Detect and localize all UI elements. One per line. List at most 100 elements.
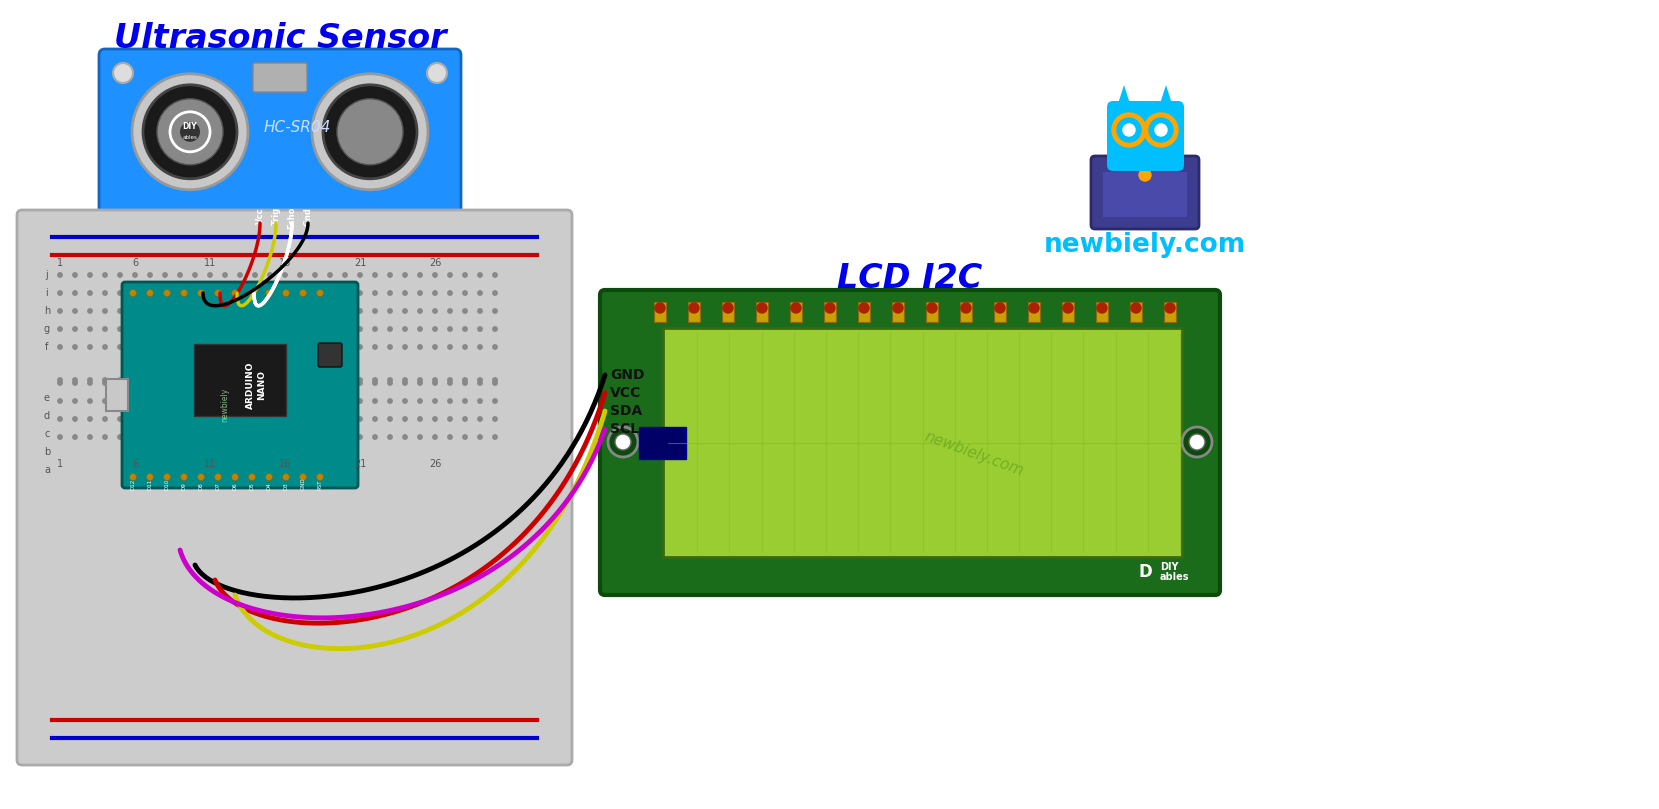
Circle shape: [433, 309, 438, 313]
Circle shape: [1155, 124, 1166, 136]
Circle shape: [163, 381, 168, 385]
Circle shape: [103, 273, 108, 277]
Circle shape: [267, 381, 272, 385]
Circle shape: [328, 309, 332, 313]
Circle shape: [493, 381, 498, 385]
Text: a: a: [45, 465, 50, 475]
FancyBboxPatch shape: [1097, 302, 1108, 322]
FancyBboxPatch shape: [1130, 302, 1141, 322]
Circle shape: [373, 327, 377, 331]
Circle shape: [118, 290, 123, 295]
Circle shape: [133, 290, 138, 295]
Circle shape: [403, 417, 406, 421]
FancyBboxPatch shape: [1165, 302, 1176, 322]
Circle shape: [463, 273, 468, 277]
Circle shape: [388, 417, 392, 421]
Circle shape: [222, 345, 227, 349]
Text: GND: GND: [611, 368, 644, 382]
Circle shape: [207, 309, 212, 313]
Text: 1: 1: [56, 258, 63, 268]
Circle shape: [343, 434, 347, 439]
Text: 26: 26: [428, 258, 441, 268]
Text: 16: 16: [279, 258, 290, 268]
Circle shape: [493, 327, 498, 331]
Circle shape: [118, 273, 123, 277]
FancyBboxPatch shape: [757, 302, 768, 322]
Circle shape: [148, 327, 153, 331]
Circle shape: [418, 399, 421, 403]
Circle shape: [58, 273, 61, 277]
Circle shape: [252, 381, 257, 385]
Text: D6: D6: [232, 482, 237, 490]
Text: NANO: NANO: [257, 370, 267, 400]
FancyBboxPatch shape: [893, 302, 904, 322]
Circle shape: [267, 290, 272, 295]
Text: Ultrasonic Sensor: Ultrasonic Sensor: [114, 22, 446, 55]
Circle shape: [343, 417, 347, 421]
Circle shape: [493, 345, 498, 349]
Circle shape: [252, 309, 257, 313]
Circle shape: [388, 290, 392, 295]
Circle shape: [1123, 124, 1135, 136]
Circle shape: [88, 417, 93, 421]
Circle shape: [1150, 118, 1173, 142]
Circle shape: [373, 290, 377, 295]
Circle shape: [1117, 118, 1141, 142]
FancyBboxPatch shape: [17, 210, 572, 765]
Circle shape: [207, 290, 212, 295]
Circle shape: [328, 290, 332, 295]
Text: i: i: [46, 288, 48, 298]
Circle shape: [312, 74, 428, 190]
Circle shape: [433, 417, 438, 421]
Circle shape: [1190, 434, 1204, 450]
Circle shape: [343, 378, 347, 382]
Circle shape: [433, 378, 438, 382]
Circle shape: [328, 327, 332, 331]
Text: newbiely.com: newbiely.com: [922, 429, 1025, 479]
Circle shape: [1131, 303, 1141, 313]
FancyBboxPatch shape: [304, 211, 312, 223]
Text: D7: D7: [216, 482, 221, 490]
Circle shape: [192, 381, 197, 385]
Text: ables: ables: [182, 135, 197, 140]
Circle shape: [222, 434, 227, 439]
Circle shape: [615, 434, 630, 450]
Circle shape: [237, 290, 242, 295]
Circle shape: [493, 399, 498, 403]
Circle shape: [237, 381, 242, 385]
Circle shape: [178, 378, 182, 382]
Circle shape: [403, 273, 406, 277]
Circle shape: [343, 309, 347, 313]
Circle shape: [88, 309, 93, 313]
Circle shape: [388, 378, 392, 382]
Circle shape: [197, 290, 204, 297]
Circle shape: [129, 290, 136, 297]
Circle shape: [282, 434, 287, 439]
Circle shape: [192, 273, 197, 277]
FancyBboxPatch shape: [106, 379, 128, 411]
Circle shape: [192, 345, 197, 349]
Circle shape: [133, 309, 138, 313]
Circle shape: [448, 345, 453, 349]
FancyBboxPatch shape: [1062, 302, 1073, 322]
Circle shape: [299, 345, 302, 349]
Circle shape: [163, 434, 168, 439]
Circle shape: [358, 434, 362, 439]
Circle shape: [448, 378, 453, 382]
Circle shape: [148, 434, 153, 439]
Circle shape: [448, 309, 453, 313]
Text: VCC: VCC: [611, 386, 642, 400]
Circle shape: [207, 381, 212, 385]
Circle shape: [118, 309, 123, 313]
Circle shape: [249, 473, 255, 481]
Circle shape: [961, 303, 971, 313]
FancyBboxPatch shape: [825, 302, 836, 322]
Circle shape: [478, 290, 483, 295]
FancyBboxPatch shape: [639, 426, 687, 459]
Text: 11: 11: [204, 258, 216, 268]
Polygon shape: [1117, 85, 1131, 107]
Circle shape: [478, 381, 483, 385]
Circle shape: [433, 290, 438, 295]
Circle shape: [1165, 303, 1175, 313]
Circle shape: [282, 309, 287, 313]
